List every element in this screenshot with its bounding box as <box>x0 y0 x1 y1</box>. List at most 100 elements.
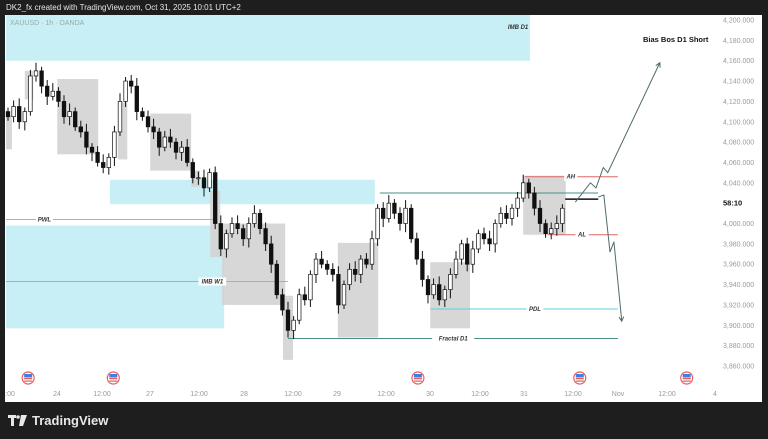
candle-body <box>481 233 487 240</box>
candle-body <box>190 162 195 179</box>
price-tick: 4,180.000 <box>723 38 754 45</box>
candle-body <box>162 136 167 148</box>
price-tick: 3,880.000 <box>723 343 754 350</box>
candle <box>375 204 380 246</box>
candle <box>448 268 453 299</box>
candle-body <box>123 80 128 102</box>
candle-body <box>549 228 554 235</box>
candle <box>465 237 470 272</box>
candle-body <box>224 233 229 250</box>
candle-body <box>117 101 123 133</box>
candle <box>207 168 212 192</box>
candle <box>101 154 106 174</box>
candle-body <box>257 212 263 229</box>
candle-body <box>22 111 27 123</box>
order-block-box <box>117 102 128 160</box>
flag-stripe <box>413 378 422 380</box>
candle-body <box>358 258 363 275</box>
candle <box>168 128 173 148</box>
candle <box>347 263 352 291</box>
candle <box>442 285 447 307</box>
candle-body <box>67 111 72 118</box>
candle-body <box>375 207 380 240</box>
candle <box>392 199 397 219</box>
flag-stripe <box>682 378 691 380</box>
candle-body <box>325 263 330 270</box>
candle-body <box>235 223 240 229</box>
candle <box>190 158 195 184</box>
level-label: AH <box>565 175 575 181</box>
us-event-flag-icon[interactable] <box>573 371 587 385</box>
candle <box>78 120 83 138</box>
us-event-flag-icon[interactable] <box>21 371 35 385</box>
candle-body <box>414 238 419 260</box>
candle <box>425 275 431 304</box>
candle-body <box>330 268 335 275</box>
time-tick: 12:00 <box>284 391 302 398</box>
level-label-bg <box>575 230 589 239</box>
candle-body <box>145 116 151 128</box>
candle <box>403 200 408 233</box>
candle <box>470 240 475 273</box>
price-tick: 4,120.000 <box>723 99 754 106</box>
flag-stripe <box>24 378 33 380</box>
candle-body <box>280 294 285 311</box>
candle-body <box>532 192 537 209</box>
candle-body <box>185 146 190 163</box>
order-block-box <box>191 170 201 187</box>
price-tick: 4,060.000 <box>723 160 754 167</box>
price-tick: 4,000.000 <box>723 221 754 228</box>
candle <box>56 87 61 108</box>
candle-body <box>61 101 67 118</box>
level-label-bg <box>36 215 53 224</box>
arrow-head-icon <box>618 316 625 323</box>
flag-blue <box>24 374 33 378</box>
price-tick: 3,940.000 <box>723 282 754 289</box>
candle <box>95 146 100 167</box>
candle-body <box>442 289 447 301</box>
candle-body <box>498 212 503 224</box>
candle-body <box>274 263 279 296</box>
candle-body <box>201 177 207 189</box>
candle <box>291 316 296 340</box>
candle-body <box>263 228 268 245</box>
candle-body <box>560 207 565 224</box>
arrow-head-icon <box>655 61 661 68</box>
candle <box>330 263 335 282</box>
candle <box>420 250 425 287</box>
level-label: Fractal D1 <box>439 337 469 343</box>
candle <box>554 215 559 236</box>
candle <box>325 260 330 275</box>
time-tick: :00 <box>5 391 15 398</box>
us-event-flag-icon[interactable] <box>411 371 425 385</box>
candle <box>263 222 268 251</box>
candle <box>246 217 251 248</box>
level-label-bg <box>432 334 475 343</box>
candle <box>274 260 279 299</box>
candle <box>229 217 235 238</box>
candle-body <box>213 172 218 224</box>
candle-body <box>129 80 134 87</box>
time-tick: 30 <box>426 391 434 398</box>
candle <box>173 138 179 160</box>
candle-body <box>5 111 11 118</box>
candle-body <box>319 258 324 265</box>
candle <box>117 93 123 137</box>
candle <box>409 204 414 243</box>
candle <box>39 66 44 94</box>
us-event-flag-icon[interactable] <box>680 371 694 385</box>
candle <box>308 270 313 307</box>
candle-body <box>515 197 520 209</box>
us-event-flag-icon[interactable] <box>106 371 120 385</box>
level-label-bg <box>198 277 227 286</box>
candle <box>302 286 307 306</box>
candle-body <box>493 223 498 245</box>
candle <box>269 235 274 273</box>
candle <box>369 230 375 270</box>
candle-body <box>554 223 559 229</box>
candle-body <box>425 279 431 296</box>
candle-body <box>112 131 117 158</box>
flag-stripe <box>109 378 118 380</box>
candle <box>487 230 492 251</box>
